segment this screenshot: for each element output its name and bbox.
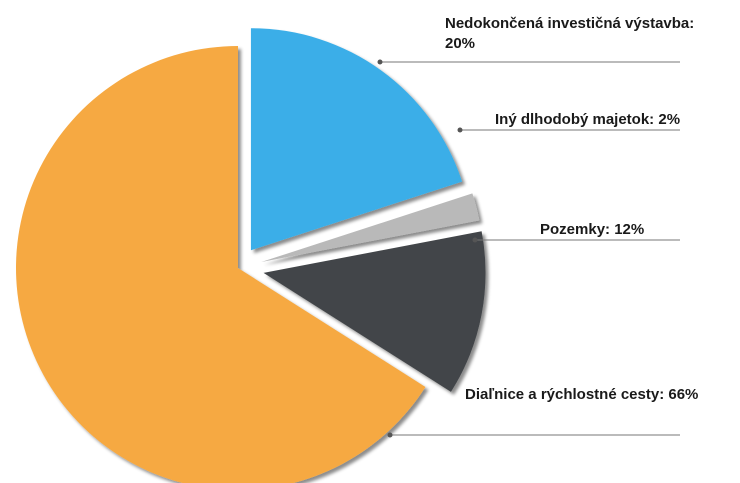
leader-dot: [472, 237, 478, 243]
category-name: Nedokončená investičná výstavba:: [445, 15, 695, 32]
pie-slice: [250, 28, 463, 251]
pie-slice: [263, 231, 486, 392]
category-name: Pozemky:: [540, 221, 611, 238]
slice-label: Pozemky: 12%: [540, 220, 740, 240]
leader-dot: [387, 432, 393, 438]
category-name: Diaľnice a rýchlostné cesty:: [465, 386, 665, 403]
value-label: 20%: [445, 35, 476, 52]
pie-slice: [16, 46, 426, 483]
value-label: 12%: [614, 221, 645, 238]
value-label: 2%: [658, 111, 681, 128]
leader-dot: [377, 59, 383, 65]
slice-label: Iný dlhodobý majetok: 2%: [495, 110, 735, 130]
value-label: 66%: [668, 386, 699, 403]
pie-slice: [261, 193, 480, 263]
category-name: Iný dlhodobý majetok:: [495, 111, 655, 128]
slice-label: Diaľnice a rýchlostné cesty: 66%: [465, 385, 705, 405]
leader-dot: [457, 127, 463, 133]
slice-label: Nedokončená investičná výstavba: 20%: [445, 14, 705, 54]
